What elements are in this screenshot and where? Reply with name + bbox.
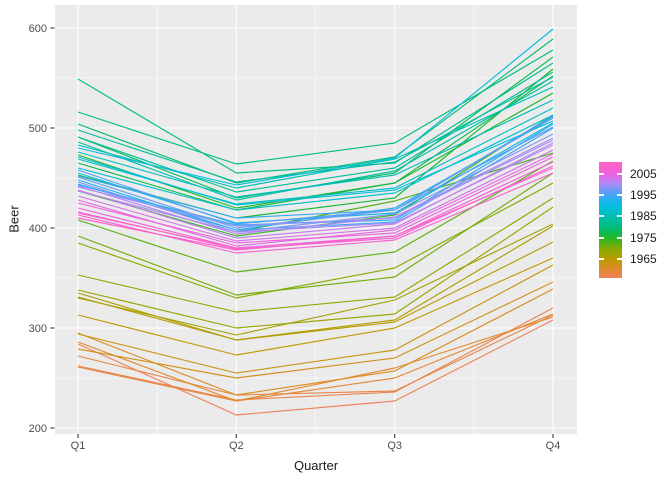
- series-line-1965: [77, 241, 554, 341]
- series-line-1959: [77, 313, 554, 402]
- series-line-1990: [77, 28, 554, 186]
- series-line-1963: [77, 264, 554, 374]
- legend-tick-right: [617, 172, 622, 175]
- legend-tick-right: [617, 236, 622, 239]
- series-line-1958: [77, 314, 554, 396]
- y-axis-tick-label: 200: [29, 423, 47, 435]
- series-line-1971: [77, 172, 554, 296]
- x-axis-tick-label: Q4: [546, 440, 561, 452]
- series-line-1960: [77, 316, 554, 402]
- series-line-1988: [77, 114, 554, 211]
- series-line-1968: [77, 206, 554, 329]
- y-axis-tick-label: 300: [29, 323, 47, 335]
- legend-tick-right: [617, 215, 622, 218]
- series-line-1999: [77, 139, 554, 227]
- legend-tick-label: 1995: [630, 187, 657, 202]
- legend-tick-left: [599, 193, 604, 196]
- series-line-2005: [77, 156, 554, 244]
- legend-colorbar: [599, 162, 622, 278]
- series-line-2009: [77, 167, 554, 251]
- legend-tick-left: [599, 215, 604, 218]
- y-axis-tick-label: 400: [29, 223, 47, 235]
- legend-tick-label: 2005: [630, 166, 657, 181]
- series-line-1986: [77, 99, 554, 198]
- series-line-2001: [77, 137, 554, 235]
- series-line-1964: [77, 257, 554, 356]
- legend-tick-right: [617, 193, 622, 196]
- series-line-1996: [77, 126, 554, 225]
- x-axis-tick-label: Q2: [229, 440, 244, 452]
- series-line-1981: [77, 62, 554, 174]
- series-line-1962: [77, 281, 554, 379]
- legend-tick-label: 1985: [630, 209, 657, 224]
- series-line-1997: [77, 116, 554, 229]
- series-line-1989: [77, 120, 554, 206]
- x-axis-tick-label: Q1: [71, 440, 86, 452]
- x-axis-title: Quarter: [293, 458, 339, 473]
- series-line-1957: [77, 307, 554, 401]
- series-line-2003: [77, 149, 554, 242]
- series-line-1979: [77, 38, 554, 184]
- legend: 2005 1995 1985 1975 1965: [599, 162, 672, 280]
- legend-tick-label: 1965: [630, 251, 657, 266]
- legend-tick-left: [599, 172, 604, 175]
- y-axis-tick-label: 500: [29, 123, 47, 135]
- y-axis-title: Beer: [6, 205, 22, 233]
- x-axis-tick-label: Q3: [387, 440, 402, 452]
- series-line-1969: [77, 197, 554, 313]
- legend-tick-right: [617, 257, 622, 260]
- series-line-1956: [77, 319, 554, 416]
- series-line-2006: [77, 161, 554, 249]
- legend-tick-left: [599, 236, 604, 239]
- series-line-2010: [77, 212, 237, 249]
- series-line-2002: [77, 142, 554, 239]
- legend-tick-left: [599, 257, 604, 260]
- legend-tick-label: 1975: [630, 230, 657, 245]
- series-line-1980: [77, 49, 554, 165]
- y-axis-tick-label: 600: [29, 23, 47, 35]
- series-line-1967: [77, 223, 554, 336]
